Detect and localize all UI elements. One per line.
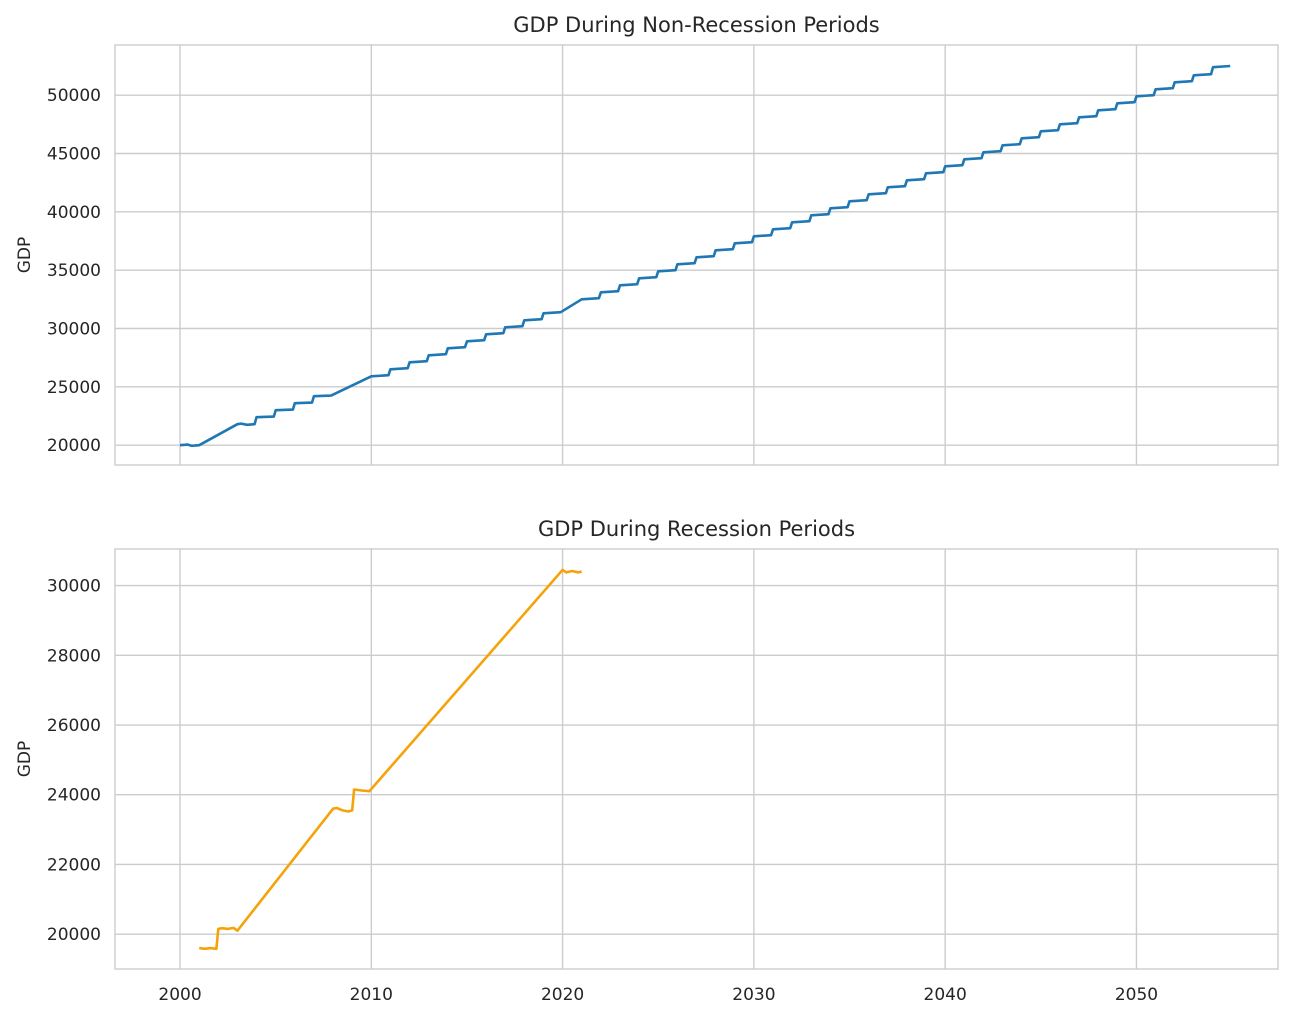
recession-chart: 20000 22000 24000 26000 28000 30000 2000 2010 20… xyxy=(15,517,1279,1005)
y-tick-label: 35000 xyxy=(47,261,101,281)
non-recession-chart: 20000 25000 30000 35000 40000 45000 50000 GDP D… xyxy=(15,13,1279,466)
y-tick-label: 20000 xyxy=(47,436,101,456)
y-tick-label: 40000 xyxy=(47,203,101,223)
y-tick-label: 20000 xyxy=(47,925,101,945)
x-tick-label: 2010 xyxy=(350,985,393,1005)
y-tick-label: 25000 xyxy=(47,378,101,398)
y-tick-label: 28000 xyxy=(47,646,101,666)
plot-frame xyxy=(114,548,1279,970)
y-tick-label: 30000 xyxy=(47,577,101,597)
chart-title: GDP During Non-Recession Periods xyxy=(513,13,880,37)
y-tick-label: 26000 xyxy=(47,716,101,736)
y-axis-label: GDP xyxy=(15,741,35,778)
series-line xyxy=(199,568,582,951)
x-tick-label: 2000 xyxy=(158,985,201,1005)
y-tick-label: 30000 xyxy=(47,320,101,340)
y-axis-label: GDP xyxy=(15,237,35,274)
y-tick-label: 22000 xyxy=(47,855,101,875)
x-tick-label: 2050 xyxy=(1115,985,1158,1005)
x-tick-label: 2040 xyxy=(924,985,967,1005)
y-tick-label: 50000 xyxy=(47,86,101,106)
y-tick-label: 45000 xyxy=(47,145,101,165)
x-tick-label: 2020 xyxy=(541,985,584,1005)
chart-title: GDP During Recession Periods xyxy=(538,517,855,541)
y-tick-label: 24000 xyxy=(47,786,101,806)
x-tick-label: 2030 xyxy=(732,985,775,1005)
series-line xyxy=(179,64,1231,448)
plot-frame xyxy=(114,44,1279,466)
